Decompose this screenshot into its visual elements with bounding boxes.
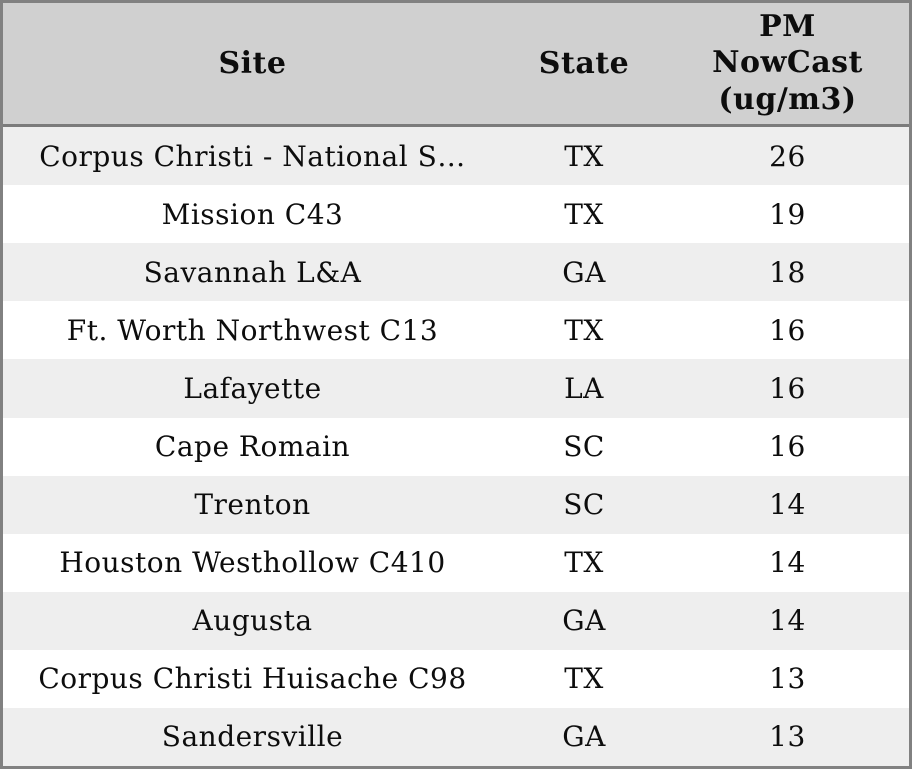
pm-value-cell: 16 <box>769 430 806 464</box>
table-row: Augusta GA 14 <box>3 591 909 650</box>
table-header: Site State PM NowCast (ug/m3) <box>3 3 909 127</box>
state-cell: TX <box>564 139 604 173</box>
table-row: Trenton SC 14 <box>3 475 909 534</box>
pm-value-cell: 26 <box>769 139 806 173</box>
column-header-pm-nowcast: PM NowCast (ug/m3) <box>666 3 909 127</box>
site-cell: Corpus Christi - National S… <box>39 139 466 173</box>
pm-value-cell: 13 <box>769 662 806 696</box>
site-cell: Augusta <box>192 604 313 638</box>
site-cell: Houston Westhollow C410 <box>59 546 446 580</box>
table-row: Corpus Christi Huisache C98 TX 13 <box>3 649 909 708</box>
table-row: Mission C43 TX 19 <box>3 185 909 244</box>
state-cell: GA <box>562 604 606 638</box>
state-cell: GA <box>562 720 606 754</box>
table-row: Lafayette LA 16 <box>3 359 909 418</box>
site-cell: Corpus Christi Huisache C98 <box>38 662 467 696</box>
pm-value-cell: 14 <box>769 488 806 522</box>
state-cell: SC <box>563 488 605 522</box>
site-cell: Lafayette <box>183 371 322 405</box>
pm-value-cell: 13 <box>769 720 806 754</box>
site-cell: Cape Romain <box>154 430 351 464</box>
column-header-site: Site <box>3 3 502 127</box>
table-row: Savannah L&A GA 18 <box>3 243 909 302</box>
site-cell: Ft. Worth Northwest C13 <box>66 313 439 347</box>
pm-value-cell: 19 <box>769 197 806 231</box>
table-row: Cape Romain SC 16 <box>3 417 909 476</box>
pm-value-cell: 18 <box>769 255 806 289</box>
table-row: Ft. Worth Northwest C13 TX 16 <box>3 301 909 360</box>
pm-value-cell: 14 <box>769 604 806 638</box>
state-cell: GA <box>562 255 606 289</box>
state-cell: LA <box>564 371 604 405</box>
site-cell: Trenton <box>194 488 311 522</box>
state-cell: TX <box>564 197 604 231</box>
header-row: Site State PM NowCast (ug/m3) <box>3 3 909 127</box>
site-cell: Mission C43 <box>161 197 344 231</box>
site-cell: Savannah L&A <box>143 255 362 289</box>
pm-value-cell: 16 <box>769 313 806 347</box>
table-row: Corpus Christi - National S… TX 26 <box>3 125 909 186</box>
state-cell: TX <box>564 662 604 696</box>
table-row: Sandersville GA 13 <box>3 707 909 766</box>
column-header-state: State <box>502 3 666 127</box>
pm-value-cell: 16 <box>769 371 806 405</box>
pm-value-cell: 14 <box>769 546 806 580</box>
state-cell: SC <box>563 430 605 464</box>
column-header-pm-nowcast-label: PM NowCast (ug/m3) <box>712 8 863 117</box>
table-body: Corpus Christi - National S… TX 26 Missi… <box>3 125 909 766</box>
site-cell: Sandersville <box>161 720 344 754</box>
state-cell: TX <box>564 313 604 347</box>
state-cell: TX <box>564 546 604 580</box>
pm-nowcast-table: Site State PM NowCast (ug/m3) Corpus Chr… <box>3 3 909 766</box>
table-row: Houston Westhollow C410 TX 14 <box>3 533 909 592</box>
